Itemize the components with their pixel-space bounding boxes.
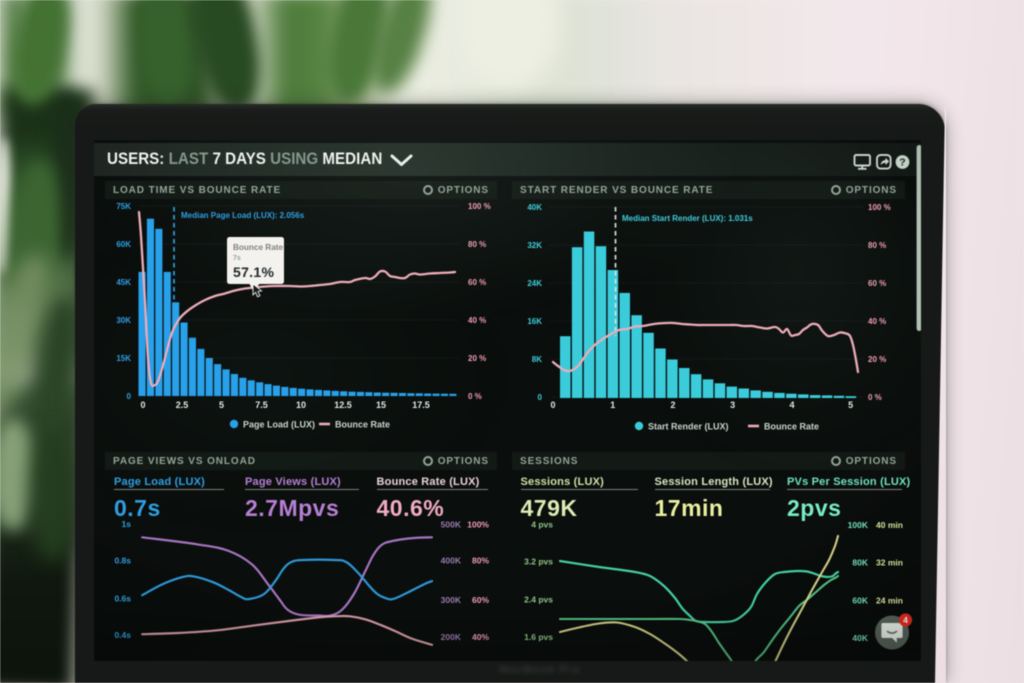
svg-text:2: 2 — [670, 400, 675, 410]
svg-text:0: 0 — [127, 392, 132, 401]
svg-text:32K: 32K — [527, 241, 542, 250]
svg-text:17.5: 17.5 — [412, 400, 430, 410]
svg-text:30K: 30K — [116, 316, 131, 325]
svg-text:40%: 40% — [472, 632, 489, 642]
svg-text:80%: 80% — [472, 556, 489, 566]
svg-text:0.6s: 0.6s — [114, 594, 131, 604]
svg-text:400K: 400K — [441, 556, 462, 566]
svg-text:Start Render (LUX): Start Render (LUX) — [648, 422, 729, 432]
svg-text:3: 3 — [730, 400, 735, 410]
svg-text:32 min: 32 min — [876, 558, 903, 568]
svg-text:300K: 300K — [441, 595, 462, 605]
svg-text:4: 4 — [789, 400, 794, 410]
svg-text:Bounce Rate: Bounce Rate — [233, 243, 283, 252]
svg-text:200K: 200K — [441, 632, 462, 642]
svg-text:4 pvs: 4 pvs — [531, 520, 553, 530]
svg-text:1s: 1s — [122, 519, 132, 529]
svg-text:Bounce Rate: Bounce Rate — [335, 420, 390, 430]
svg-text:0.8s: 0.8s — [114, 556, 131, 566]
svg-text:1: 1 — [610, 400, 615, 410]
svg-text:80K: 80K — [852, 558, 868, 568]
svg-text:3.2 pvs: 3.2 pvs — [524, 557, 553, 567]
svg-text:75K: 75K — [116, 202, 131, 211]
svg-text:Median Start Render (LUX): 1.0: Median Start Render (LUX): 1.031s — [622, 214, 753, 223]
svg-text:40 min: 40 min — [876, 520, 903, 530]
svg-text:2.5: 2.5 — [176, 400, 189, 410]
svg-text:20 %: 20 % — [868, 355, 886, 364]
svg-text:0.4s: 0.4s — [114, 630, 131, 640]
svg-text:100 %: 100 % — [868, 203, 891, 212]
svg-text:60 %: 60 % — [468, 278, 486, 287]
svg-text:Bounce Rate: Bounce Rate — [764, 422, 819, 432]
svg-text:40K: 40K — [527, 203, 542, 212]
svg-text:7.5: 7.5 — [255, 400, 268, 410]
svg-text:100K: 100K — [848, 520, 869, 530]
svg-text:100 %: 100 % — [468, 202, 491, 211]
svg-text:60K: 60K — [116, 240, 131, 249]
svg-text:100%: 100% — [467, 520, 489, 530]
svg-text:500K: 500K — [441, 520, 462, 530]
svg-text:?: ? — [899, 157, 905, 169]
svg-text:40 %: 40 % — [468, 316, 486, 325]
svg-text:40 %: 40 % — [868, 317, 886, 326]
svg-text:Page Load (LUX): Page Load (LUX) — [243, 420, 315, 430]
svg-text:0 %: 0 % — [468, 392, 482, 401]
svg-text:60K: 60K — [852, 596, 868, 606]
svg-text:7s: 7s — [233, 255, 241, 262]
svg-text:0: 0 — [140, 400, 145, 410]
svg-text:8K: 8K — [532, 355, 542, 364]
svg-text:40K: 40K — [852, 633, 868, 643]
svg-text:10: 10 — [296, 400, 306, 410]
svg-text:5: 5 — [219, 400, 224, 410]
svg-text:0: 0 — [538, 393, 543, 402]
svg-text:15: 15 — [376, 400, 386, 410]
svg-text:2.4 pvs: 2.4 pvs — [524, 595, 553, 605]
svg-text:24K: 24K — [527, 279, 542, 288]
svg-text:24 min: 24 min — [876, 596, 903, 606]
svg-text:16K: 16K — [527, 317, 542, 326]
svg-text:12.5: 12.5 — [334, 400, 352, 410]
svg-text:15K: 15K — [116, 354, 131, 363]
svg-text:Median Page Load (LUX): 2.056s: Median Page Load (LUX): 2.056s — [181, 211, 305, 220]
svg-text:60%: 60% — [472, 595, 489, 605]
svg-text:57.1%: 57.1% — [233, 264, 274, 280]
svg-text:4: 4 — [903, 615, 908, 625]
svg-text:60 %: 60 % — [868, 279, 886, 288]
svg-text:0 %: 0 % — [868, 393, 882, 402]
svg-text:45K: 45K — [116, 278, 131, 287]
svg-text:5: 5 — [848, 400, 853, 410]
svg-text:0: 0 — [550, 400, 555, 410]
svg-text:80 %: 80 % — [468, 240, 486, 249]
svg-text:80 %: 80 % — [868, 241, 886, 250]
svg-text:1.6 pvs: 1.6 pvs — [524, 632, 553, 642]
svg-text:20 %: 20 % — [468, 354, 486, 363]
